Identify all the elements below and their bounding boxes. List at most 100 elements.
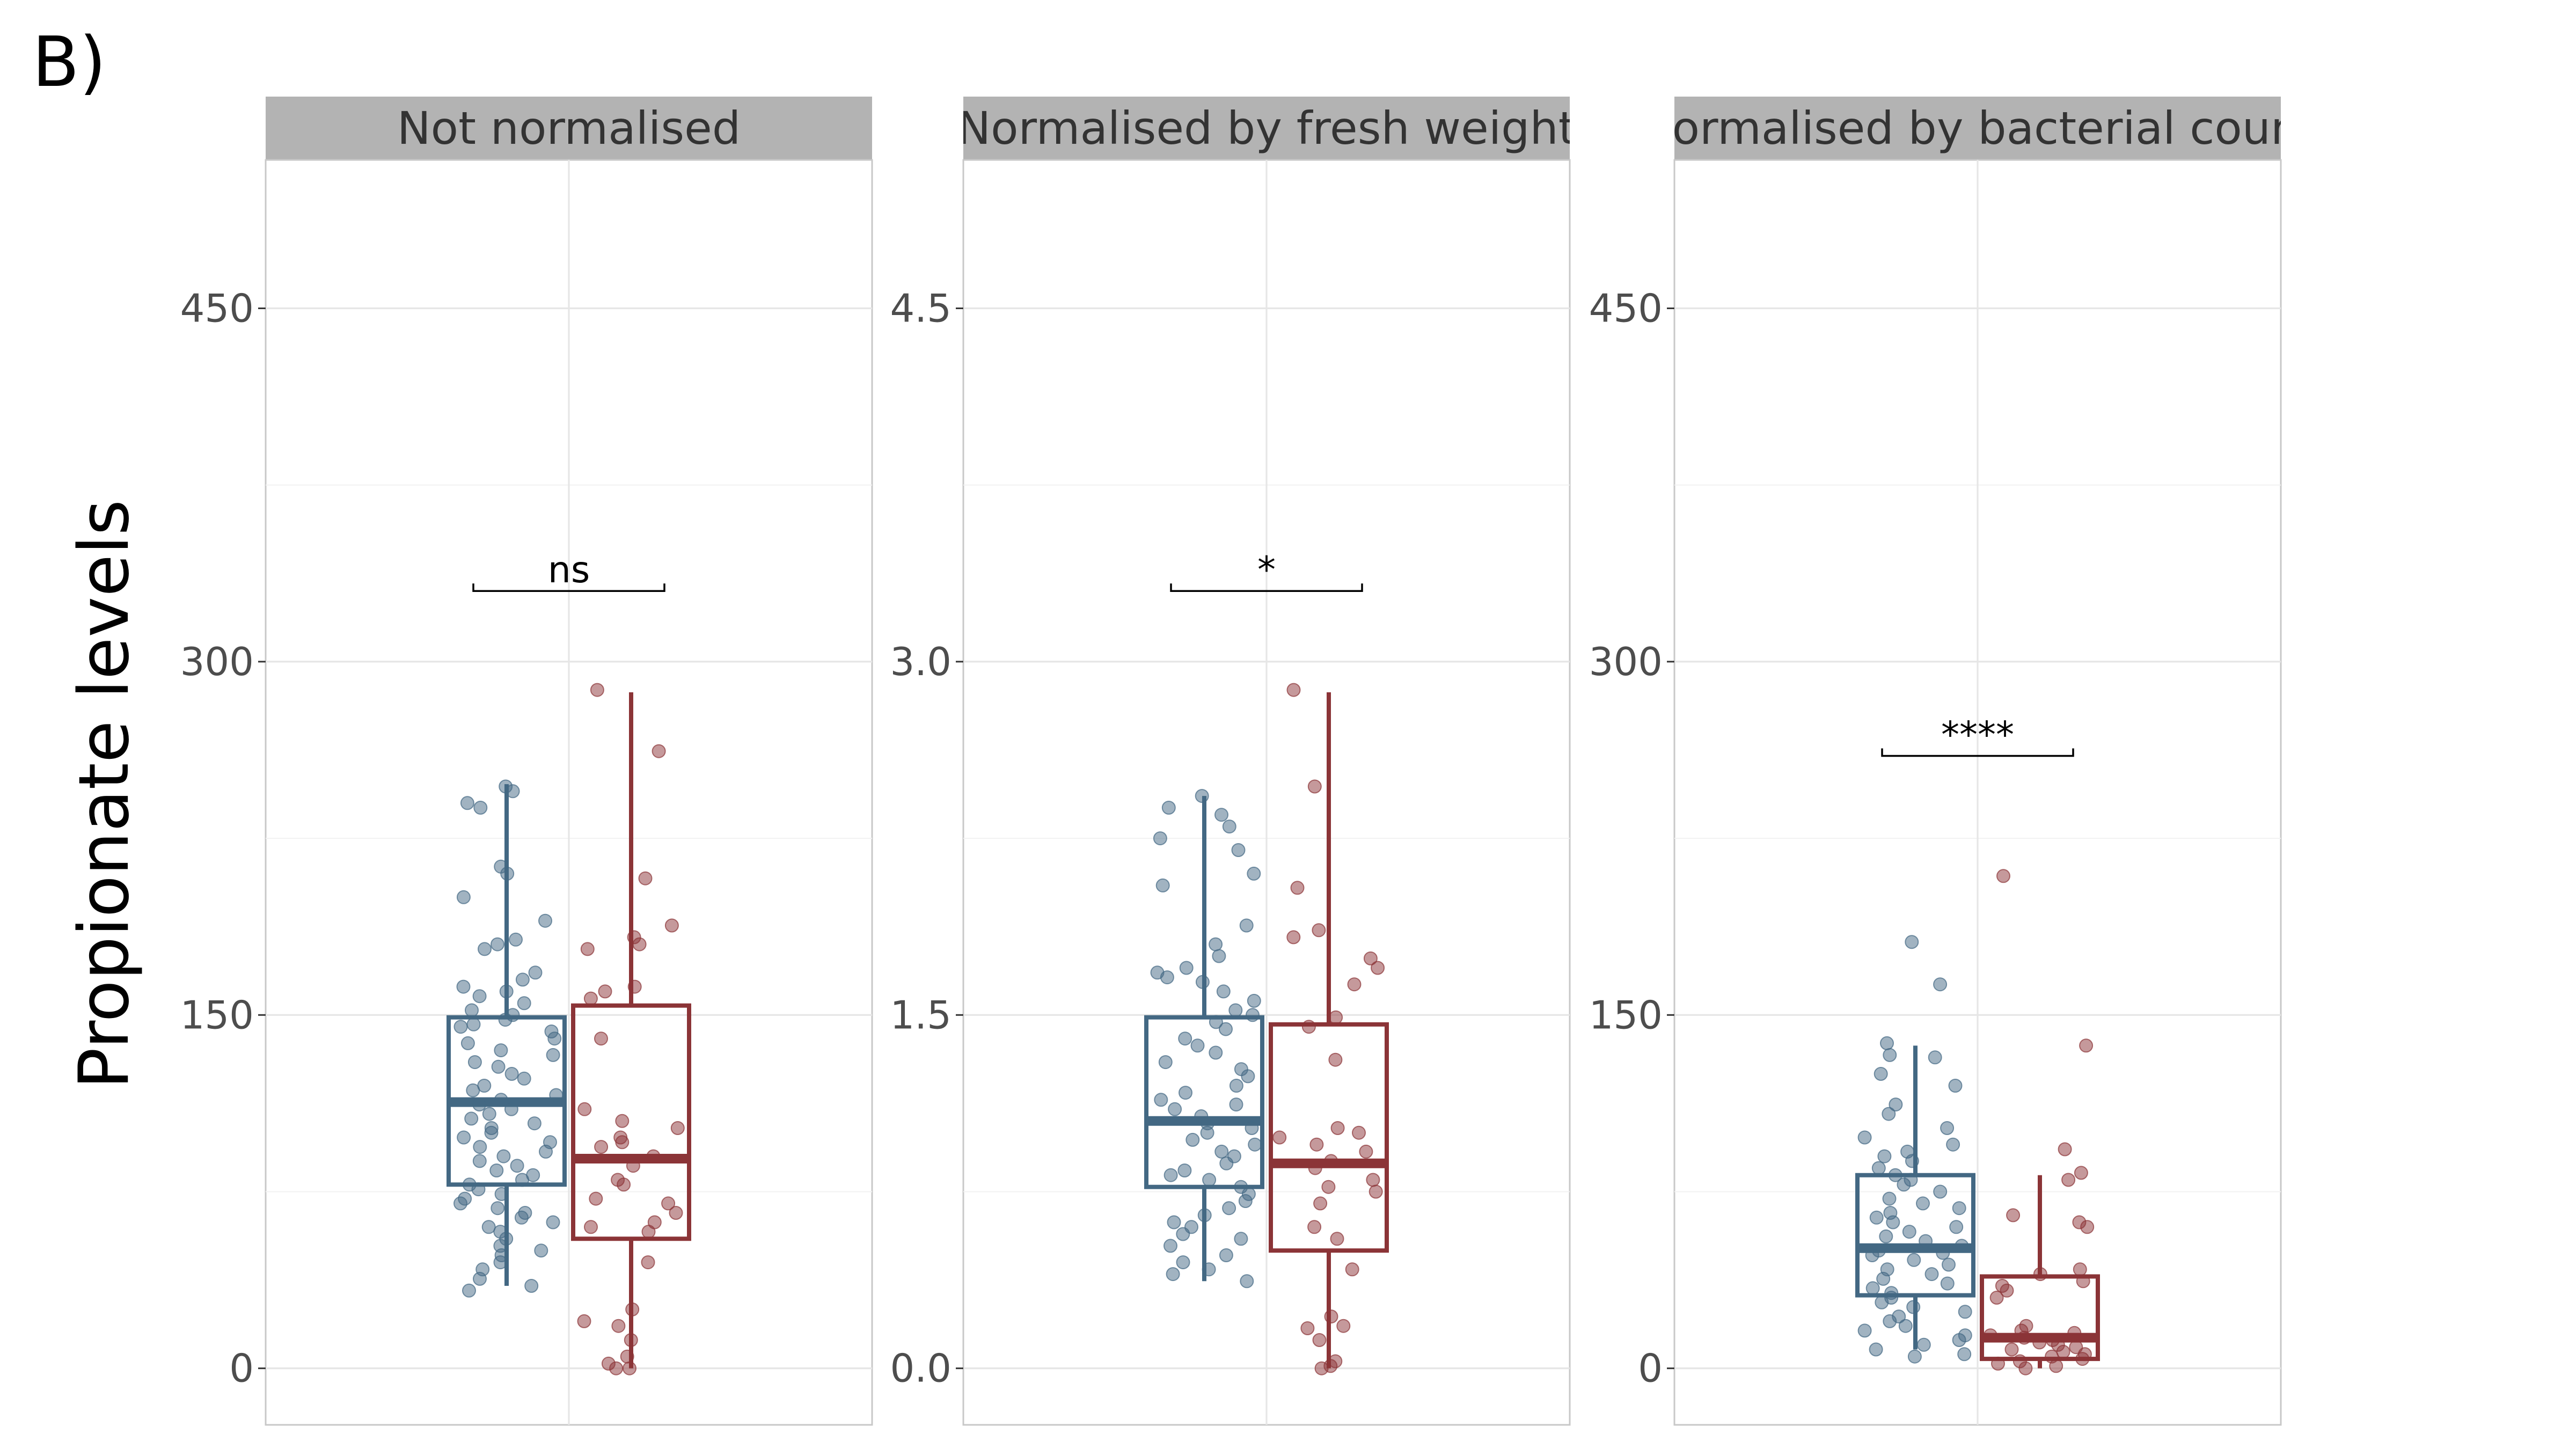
data-point xyxy=(1176,1227,1190,1241)
data-point xyxy=(1313,1196,1328,1211)
data-point xyxy=(1190,1038,1205,1053)
data-point xyxy=(1272,1130,1287,1145)
y-tick-label: 300 xyxy=(180,639,254,684)
data-point xyxy=(1991,1356,2005,1371)
y-tick-label: 150 xyxy=(180,992,254,1037)
data-point xyxy=(1178,1031,1192,1046)
facet-strip xyxy=(963,97,1570,160)
data-point xyxy=(546,1048,560,1062)
data-point xyxy=(491,1059,506,1074)
data-point xyxy=(2058,1142,2072,1157)
y-tick-label: 150 xyxy=(1589,992,1663,1037)
data-point xyxy=(2056,1344,2070,1359)
data-point xyxy=(1368,1184,1383,1199)
data-point xyxy=(589,1191,603,1206)
data-point xyxy=(1161,801,1176,815)
data-point xyxy=(456,979,471,994)
data-point xyxy=(489,1163,504,1177)
data-point xyxy=(515,1173,529,1187)
data-point xyxy=(1219,1156,1234,1170)
y-tick-label: 0 xyxy=(229,1346,254,1391)
data-point xyxy=(1877,1149,1892,1163)
data-point xyxy=(456,890,471,904)
data-point xyxy=(509,932,523,947)
data-point xyxy=(547,1031,562,1046)
data-point xyxy=(494,1043,508,1058)
data-point xyxy=(1366,1173,1380,1187)
panel-tag-label: B) xyxy=(32,23,106,103)
data-point xyxy=(1158,1055,1173,1070)
data-point xyxy=(1898,1319,1913,1333)
data-point xyxy=(1248,1137,1262,1152)
data-point xyxy=(528,965,543,980)
data-point xyxy=(2073,1262,2087,1277)
data-point xyxy=(1290,881,1305,895)
data-point xyxy=(539,1144,553,1159)
data-point xyxy=(460,1036,475,1050)
data-point xyxy=(1309,1137,1324,1152)
data-point xyxy=(1907,1349,1922,1364)
data-point xyxy=(2080,1220,2095,1234)
data-point xyxy=(1879,1229,1893,1243)
data-point xyxy=(491,937,504,952)
data-point xyxy=(2076,1274,2090,1289)
facet-strip xyxy=(266,97,872,160)
data-point xyxy=(669,1206,683,1220)
data-point xyxy=(1308,1161,1322,1175)
data-point xyxy=(624,1333,638,1347)
y-tick-label: 0 xyxy=(1638,1346,1663,1391)
data-point xyxy=(1222,1201,1236,1216)
data-point xyxy=(1234,1232,1248,1246)
data-point xyxy=(1163,1168,1178,1182)
data-point xyxy=(1883,1048,1897,1062)
data-point xyxy=(1197,1208,1212,1223)
data-point xyxy=(499,984,514,999)
data-point xyxy=(1952,1333,1966,1347)
data-point xyxy=(1958,1305,1972,1319)
data-point xyxy=(1328,1052,1343,1067)
data-point xyxy=(1324,1309,1338,1324)
data-point xyxy=(510,1159,524,1173)
data-point xyxy=(1857,1323,1872,1338)
data-point xyxy=(1882,1191,1897,1206)
data-point xyxy=(1857,1130,1872,1145)
data-point xyxy=(478,942,492,956)
data-point xyxy=(1919,1234,1933,1248)
box-iqr xyxy=(571,1003,691,1241)
data-point xyxy=(1363,951,1378,965)
data-point xyxy=(2049,1359,2063,1373)
data-point xyxy=(453,1196,467,1211)
box-group-2 xyxy=(571,683,691,1375)
data-point xyxy=(457,1130,471,1145)
data-point xyxy=(1942,1257,1956,1272)
data-point xyxy=(584,1220,598,1234)
data-point xyxy=(453,1020,468,1034)
data-point xyxy=(1865,1281,1880,1296)
data-point xyxy=(2033,1267,2047,1282)
data-point xyxy=(1946,1137,1960,1152)
data-point xyxy=(481,1220,496,1234)
data-point xyxy=(1902,1225,1916,1239)
data-point xyxy=(1928,1050,1942,1065)
data-point xyxy=(1155,878,1170,892)
facet-panels: Not normalised 0 150 300 450 ns Normalised by … xyxy=(180,97,2282,1426)
data-point xyxy=(1216,984,1231,999)
data-point xyxy=(661,1196,676,1211)
data-point xyxy=(580,942,595,956)
data-point xyxy=(1246,1008,1260,1022)
data-point xyxy=(1874,1067,1888,1081)
data-point xyxy=(615,1135,630,1150)
data-point xyxy=(1209,1045,1223,1060)
data-point xyxy=(1176,1255,1190,1270)
data-point xyxy=(2075,1352,2090,1366)
data-point xyxy=(1983,1328,1997,1343)
data-point xyxy=(1359,1144,1373,1159)
data-point xyxy=(577,1314,591,1328)
data-point xyxy=(611,1319,626,1333)
data-point xyxy=(1948,1079,1963,1093)
data-point xyxy=(504,1067,519,1081)
facet-strip xyxy=(1674,97,2281,160)
data-point xyxy=(590,683,604,697)
data-point xyxy=(1195,789,1209,803)
data-point xyxy=(471,1182,486,1197)
